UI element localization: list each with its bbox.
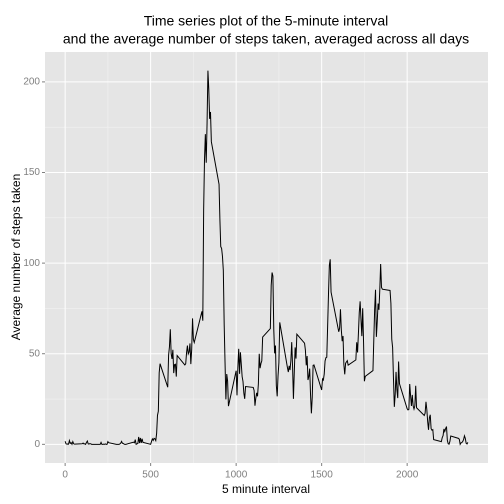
line xyxy=(64,70,469,446)
chart-title: Time series plot of the 5-minute interva… xyxy=(144,13,389,29)
y-tick-label: 50 xyxy=(29,348,41,359)
x-tick-label: 1000 xyxy=(225,470,248,481)
y-tick-label: 0 xyxy=(34,439,40,450)
y-tick-label: 200 xyxy=(23,77,40,88)
chart-subtitle: and the average number of steps taken, a… xyxy=(63,31,469,47)
x-tick-label: 2000 xyxy=(396,470,419,481)
x-axis-label: 5 minute interval xyxy=(222,482,310,496)
plot-panel xyxy=(45,52,488,463)
y-tick-label: 150 xyxy=(23,167,40,178)
y-tick-label: 100 xyxy=(23,258,40,269)
x-tick-label: 0 xyxy=(62,470,68,481)
x-tick-label: 1500 xyxy=(311,470,334,481)
x-tick-label: 500 xyxy=(142,470,159,481)
y-axis-label: Average number of steps taken xyxy=(9,174,23,341)
